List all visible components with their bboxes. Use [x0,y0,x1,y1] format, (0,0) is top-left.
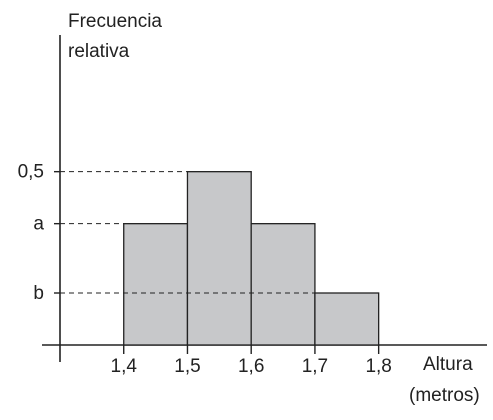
x-tick-label-4: 1,7 [302,356,328,377]
y-tick-labels-group: 0,5 a b [18,162,60,304]
y-axis-title-line2: relativa [68,41,130,62]
guide-lines-group [60,171,315,294]
x-tick-label-2: 1,5 [174,356,200,377]
y-axis-title-line1: Frecuencia [68,11,162,32]
x-tick-label-1: 1,4 [111,356,138,377]
y-tick-label-1: 0,5 [18,162,44,183]
x-tick-label-5: 1,8 [365,356,391,377]
bars-group [123,171,380,346]
histogram-bar-1 [123,223,189,346]
x-tick-label-3: 1,6 [238,356,264,377]
histogram-bar-2 [186,171,252,346]
x-axis-title-line2: (metros) [409,385,480,406]
x-axis-title-line1: Altura [423,354,473,375]
x-tick-labels-group: 1,4 1,5 1,6 1,7 1,8 [111,345,392,377]
y-tick-label-3: b [33,283,44,304]
y-tick-label-2: a [33,214,44,235]
histogram-bar-4 [314,292,380,346]
histogram-bar-3 [250,223,316,346]
